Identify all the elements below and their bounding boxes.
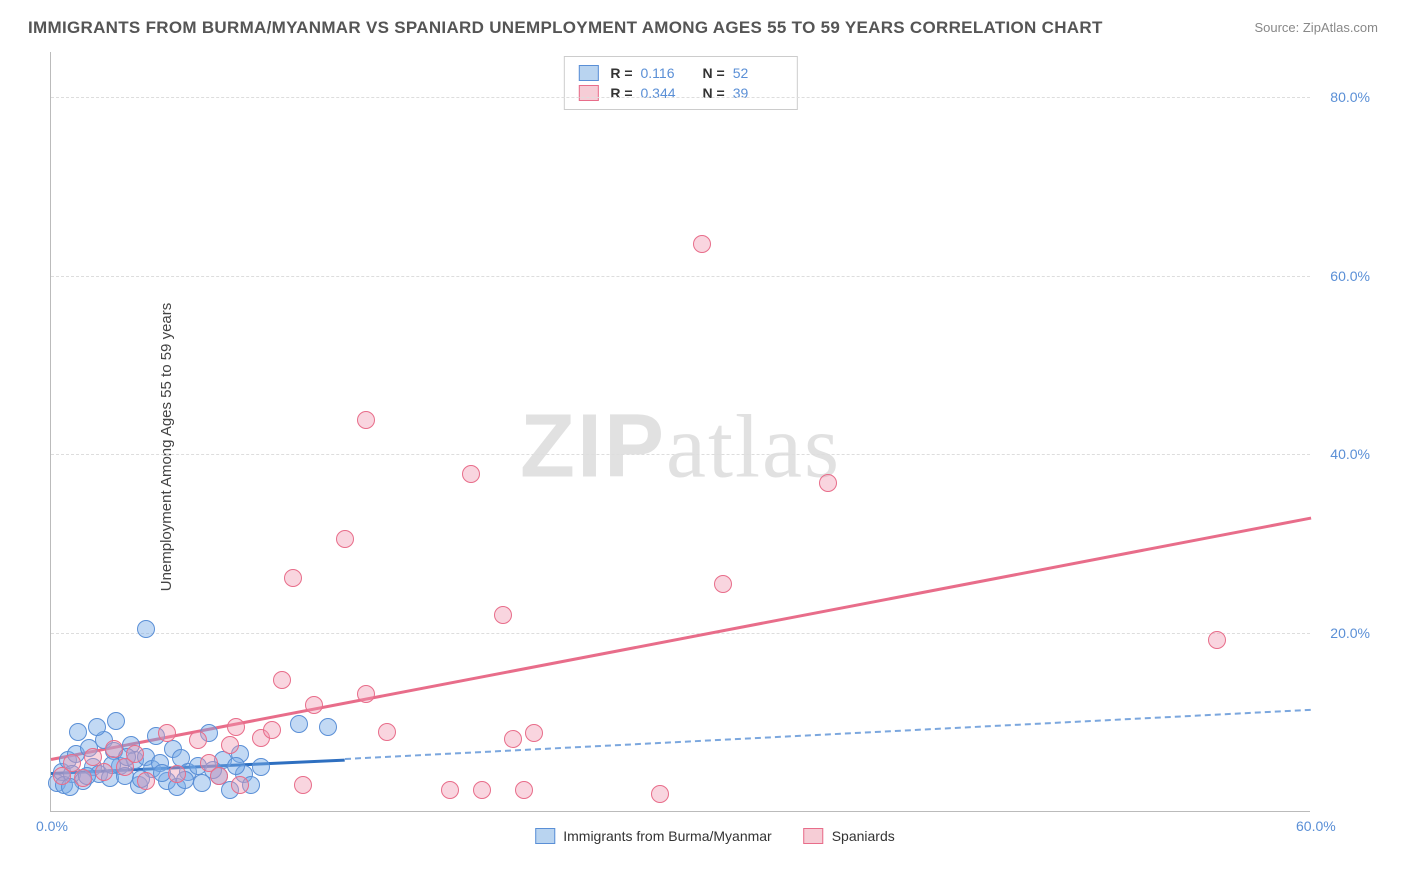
x-tick-label: 60.0% [1296,818,1336,834]
data-point [284,569,302,587]
data-point [504,730,522,748]
data-point [221,736,239,754]
data-point [107,712,125,730]
data-point [88,718,106,736]
data-point [693,235,711,253]
watermark: ZIPatlas [520,395,841,498]
data-point [137,772,155,790]
data-point [227,757,245,775]
data-point [494,606,512,624]
gridline [51,97,1310,98]
swatch-icon [804,828,824,844]
gridline [51,633,1310,634]
gridline [51,454,1310,455]
data-point [1208,631,1226,649]
stats-row-series-1: R = 0.116 N = 52 [578,63,782,83]
data-point [74,769,92,787]
data-point [357,685,375,703]
data-point [515,781,533,799]
data-point [126,745,144,763]
data-point [290,715,308,733]
scatter-plot: ZIPatlas R = 0.116 N = 52 R = 0.344 N = … [50,52,1310,812]
x-tick-label: 0.0% [36,818,68,834]
data-point [651,785,669,803]
swatch-series-2 [578,85,598,101]
y-tick-label: 80.0% [1330,89,1370,105]
data-point [189,731,207,749]
data-point [95,763,113,781]
data-point [819,474,837,492]
data-point [252,758,270,776]
data-point [305,696,323,714]
data-point [231,776,249,794]
data-point [525,724,543,742]
trend-line [345,709,1311,760]
y-tick-label: 60.0% [1330,268,1370,284]
gridline [51,276,1310,277]
data-point [137,620,155,638]
chart-title: IMMIGRANTS FROM BURMA/MYANMAR VS SPANIAR… [28,18,1103,38]
data-point [158,724,176,742]
source-label: Source: ZipAtlas.com [1254,20,1378,35]
y-tick-label: 20.0% [1330,625,1370,641]
data-point [378,723,396,741]
legend-item-2: Spaniards [804,828,895,844]
data-point [168,765,186,783]
data-point [714,575,732,593]
data-point [357,411,375,429]
bottom-legend: Immigrants from Burma/Myanmar Spaniards [535,828,895,844]
data-point [294,776,312,794]
data-point [210,767,228,785]
data-point [336,530,354,548]
y-tick-label: 40.0% [1330,446,1370,462]
data-point [473,781,491,799]
stats-legend: R = 0.116 N = 52 R = 0.344 N = 39 [563,56,797,110]
data-point [462,465,480,483]
data-point [319,718,337,736]
data-point [273,671,291,689]
stats-row-series-2: R = 0.344 N = 39 [578,83,782,103]
chart-area: Unemployment Among Ages 55 to 59 years Z… [50,52,1380,842]
data-point [263,721,281,739]
data-point [105,740,123,758]
swatch-series-1 [578,65,598,81]
swatch-icon [535,828,555,844]
data-point [227,718,245,736]
legend-item-1: Immigrants from Burma/Myanmar [535,828,771,844]
data-point [441,781,459,799]
data-point [69,723,87,741]
